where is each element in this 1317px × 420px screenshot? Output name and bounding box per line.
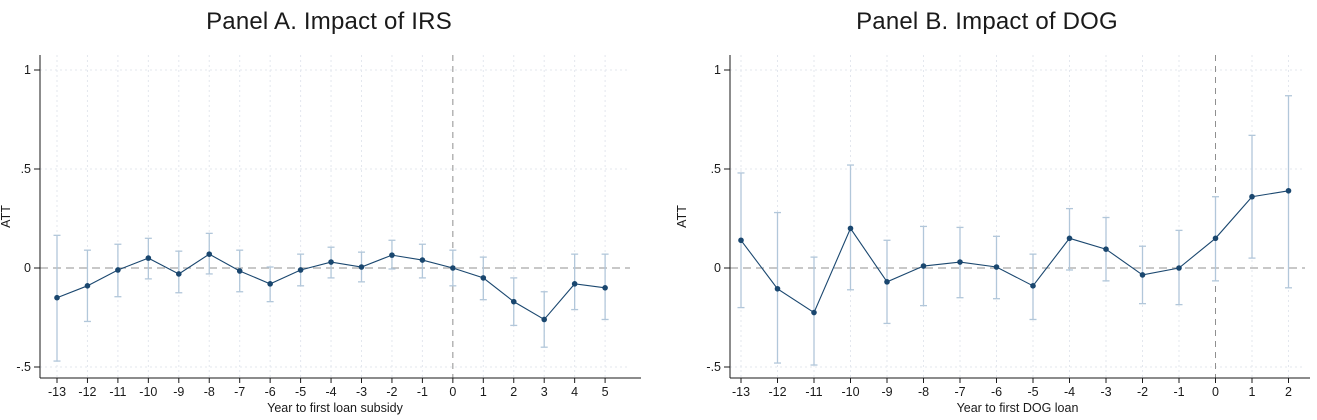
x-axis-title: Year to first loan subsidy [267,401,403,415]
svg-text:0: 0 [1212,385,1219,399]
svg-text:-11: -11 [109,385,126,399]
panel-b: Panel B. Impact of DOG 1.5 0 -.5 -13 -12 -11-… [658,0,1316,420]
svg-text:-6: -6 [265,385,276,399]
svg-text:-1: -1 [1173,385,1184,399]
svg-text:-4: -4 [1064,385,1075,399]
svg-text:-10: -10 [841,385,859,399]
svg-text:1: 1 [24,63,31,77]
svg-text:-8: -8 [918,385,929,399]
svg-text:0: 0 [24,261,31,275]
panel-b-plot: 1.50-.5-13 -12 -11 -10 -9 -8 -7 -6 -5 -4 -3 -2 -1 0 1 2… [675,55,1310,415]
svg-text:-.5: -.5 [706,360,721,374]
svg-text:1: 1 [714,63,721,77]
x-axis-title: Year to first DOG loan [957,401,1079,415]
svg-text:1: 1 [480,385,487,399]
svg-text:2: 2 [510,385,517,399]
y-tick-labels: 1 .5 0 -.5 [16,63,40,374]
gridlines [40,55,630,378]
svg-text:4: 4 [571,385,578,399]
x-tick-labels: -13 -12 -11 -10 -9 -8 -7 -6 -5 -4 -3 -2 -1 0 1 2 3 4 5 [48,378,609,399]
svg-text:-7: -7 [234,385,245,399]
svg-text:-6: -6 [991,385,1002,399]
gridlines [730,55,1305,378]
x-tick-labels: -13 -12 -11 -10 -9 -8 -7 -6 -5 -4 -3 -2 -1 0 1 2 [732,378,1292,399]
svg-text:-3: -3 [356,385,367,399]
svg-text:-2: -2 [1137,385,1148,399]
svg-text:0: 0 [714,261,721,275]
y-axis-title: ATT [675,205,689,228]
panel-a-plot: 1.50-.5-13 -12 -11 -10 -9 -8 -7 -6 -5 -4 -3 -2 -1 0 1 2… [0,55,641,415]
svg-text:-12: -12 [78,385,96,399]
svg-text:.5: .5 [711,162,721,176]
svg-text:-3: -3 [1100,385,1111,399]
svg-text:-12: -12 [768,385,786,399]
svg-text:1: 1 [1249,385,1256,399]
svg-text:-5: -5 [295,385,306,399]
svg-text:5: 5 [602,385,609,399]
confidence-intervals [737,95,1292,366]
panel-a-title: Panel A. Impact of IRS [206,8,452,35]
panel-a: Panel A. Impact of IRS 1.5 0 -.5 -13 -12 -11-… [0,0,658,420]
svg-text:-.5: -.5 [16,360,31,374]
svg-text:-1: -1 [417,385,428,399]
svg-text:-10: -10 [139,385,157,399]
y-axis-title: ATT [0,205,13,228]
svg-text:-9: -9 [173,385,184,399]
svg-text:-13: -13 [48,385,66,399]
svg-text:.5: .5 [21,162,31,176]
svg-text:-8: -8 [204,385,215,399]
svg-text:-7: -7 [954,385,965,399]
panel-b-title: Panel B. Impact of DOG [856,8,1118,35]
svg-text:-5: -5 [1027,385,1038,399]
data-points [54,251,608,323]
svg-text:0: 0 [449,385,456,399]
svg-text:-11: -11 [805,385,822,399]
svg-text:3: 3 [541,385,548,399]
svg-text:-13: -13 [732,385,750,399]
svg-text:2: 2 [1285,385,1292,399]
svg-text:-9: -9 [881,385,892,399]
svg-text:-2: -2 [386,385,397,399]
data-points [738,187,1292,316]
y-tick-labels: 1 .5 0 -.5 [706,63,730,374]
svg-text:-4: -4 [325,385,336,399]
trend-line [740,190,1289,314]
